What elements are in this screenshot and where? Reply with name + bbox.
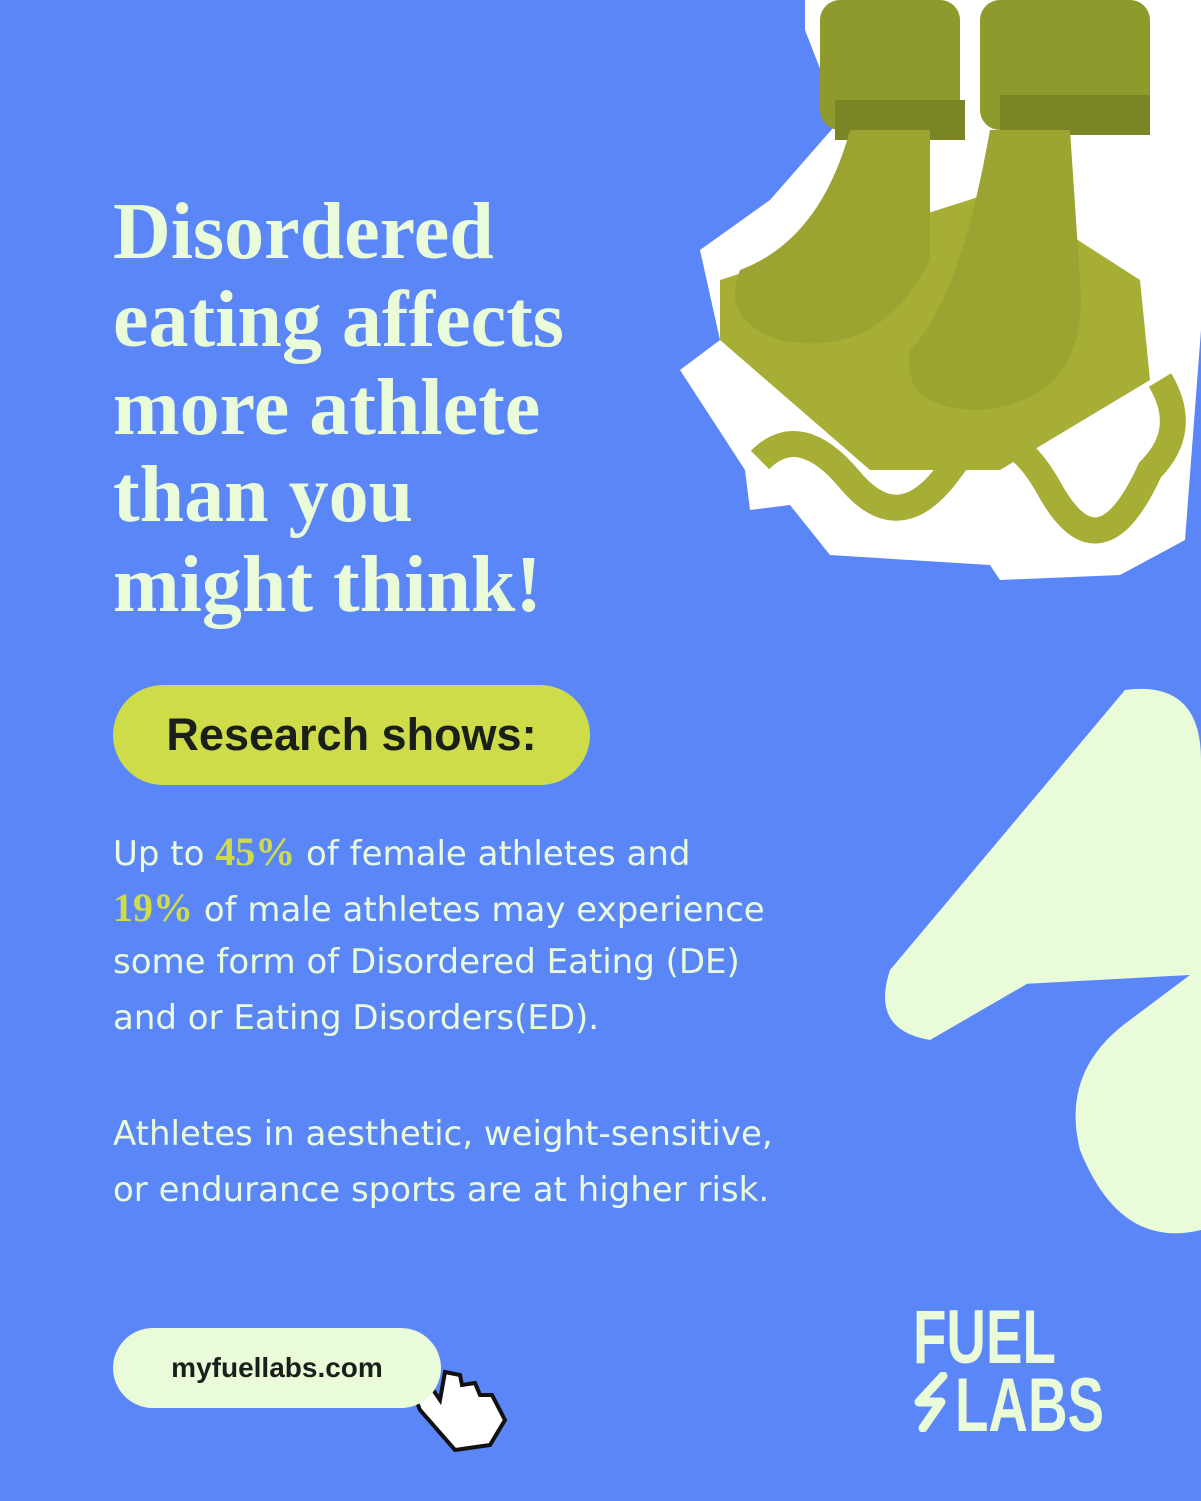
text: of female athletes and: [306, 834, 691, 874]
risk-line: Athletes in aesthetic, weight-sensitive,: [113, 1114, 773, 1154]
logo-text: FUEL: [913, 1295, 1056, 1380]
stats-line: some form of Disordered Eating (DE): [113, 942, 740, 982]
headline-line: might think!: [113, 541, 542, 629]
headline-line: more athlete: [113, 364, 541, 452]
stat: 19%: [113, 885, 193, 930]
stats-line: 19% of male athletes may experience: [113, 884, 765, 931]
text: Up to: [113, 834, 205, 874]
stats-line: and or Eating Disorders(ED).: [113, 998, 600, 1038]
bolt-shape: [885, 688, 1201, 1234]
website-button[interactable]: myfuellabs.com: [113, 1328, 441, 1408]
logo-text: LABS: [955, 1363, 1104, 1448]
headline-line: eating affects: [113, 276, 564, 364]
illustration: [720, 0, 1186, 544]
stats-line: Up to 45% of female athletes and: [113, 828, 690, 875]
stat: 45%: [215, 829, 296, 874]
logo-bolt: [914, 1372, 948, 1432]
text: of male athletes may experience: [203, 890, 765, 930]
headline-line: than you: [113, 451, 414, 539]
cursor-icon: [407, 1369, 508, 1453]
label-pill: Research shows:: [113, 685, 590, 785]
headline-line: Disordered: [113, 188, 494, 276]
risk-line: or endurance sports are at higher risk.: [113, 1170, 770, 1210]
